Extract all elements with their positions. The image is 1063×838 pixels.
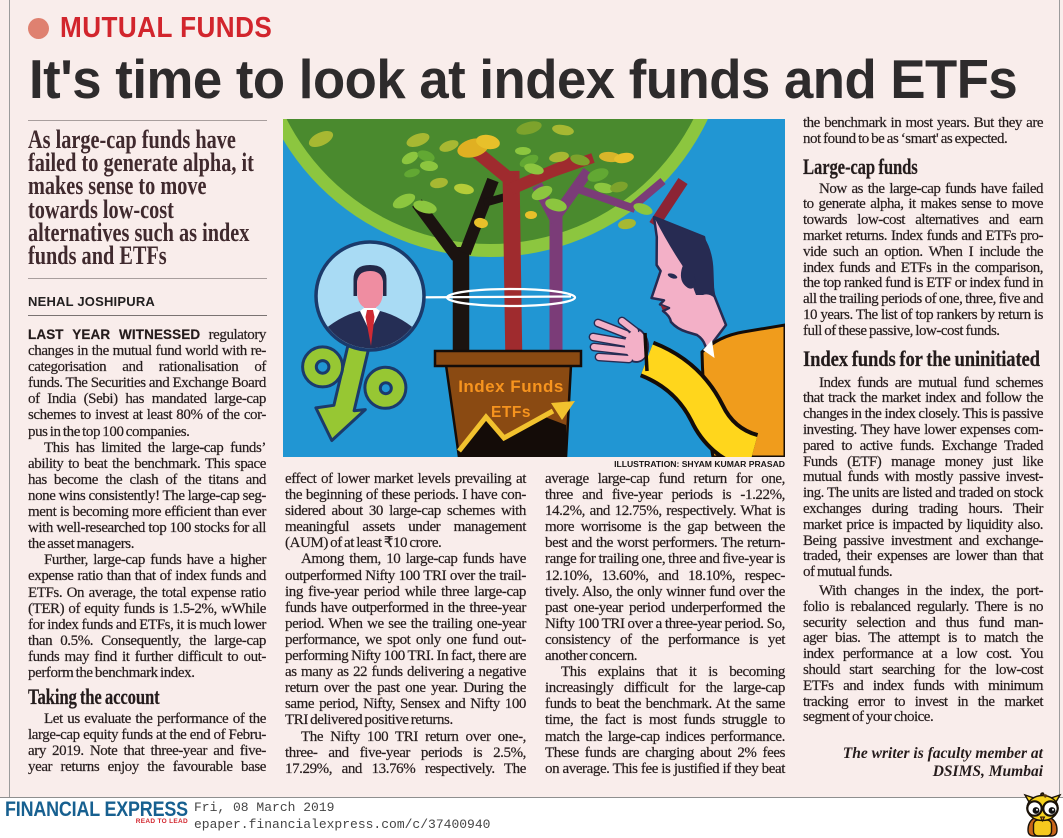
- svg-text:ETFs: ETFs: [491, 404, 531, 421]
- svg-text:Index Funds: Index Funds: [458, 377, 564, 396]
